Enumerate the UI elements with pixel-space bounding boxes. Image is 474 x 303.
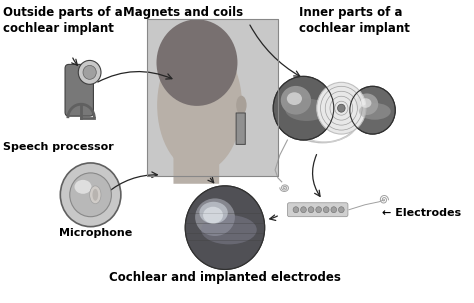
Text: Microphone: Microphone <box>59 228 133 238</box>
Circle shape <box>78 60 101 84</box>
Ellipse shape <box>195 198 235 236</box>
Circle shape <box>273 76 334 140</box>
Text: Magnets and coils: Magnets and coils <box>123 6 243 19</box>
Ellipse shape <box>157 38 242 172</box>
Ellipse shape <box>200 202 228 224</box>
FancyBboxPatch shape <box>173 129 219 184</box>
FancyBboxPatch shape <box>147 18 278 176</box>
Ellipse shape <box>285 99 328 121</box>
Ellipse shape <box>281 86 311 115</box>
Circle shape <box>338 207 344 213</box>
FancyBboxPatch shape <box>287 203 348 217</box>
Circle shape <box>337 104 345 112</box>
Circle shape <box>350 86 395 134</box>
Text: ← Electrodes: ← Electrodes <box>382 208 461 218</box>
FancyBboxPatch shape <box>236 113 246 145</box>
Ellipse shape <box>360 98 372 108</box>
Circle shape <box>70 173 111 217</box>
Ellipse shape <box>201 215 257 245</box>
Ellipse shape <box>92 189 98 201</box>
Circle shape <box>323 207 329 213</box>
Ellipse shape <box>356 93 378 115</box>
Ellipse shape <box>236 96 246 115</box>
Ellipse shape <box>359 103 391 120</box>
Ellipse shape <box>287 92 302 105</box>
Circle shape <box>308 207 314 213</box>
Text: Outside parts of a
cochlear implant: Outside parts of a cochlear implant <box>2 6 122 35</box>
Ellipse shape <box>203 207 223 224</box>
Circle shape <box>293 207 299 213</box>
Circle shape <box>317 82 366 134</box>
Circle shape <box>331 207 337 213</box>
Circle shape <box>83 65 96 79</box>
Circle shape <box>316 207 321 213</box>
Ellipse shape <box>90 186 101 204</box>
Circle shape <box>301 207 306 213</box>
Text: Inner parts of a
cochlear implant: Inner parts of a cochlear implant <box>299 6 410 35</box>
FancyBboxPatch shape <box>65 65 93 116</box>
Text: Speech processor: Speech processor <box>2 142 113 152</box>
Circle shape <box>60 163 121 227</box>
Ellipse shape <box>156 19 237 106</box>
Text: Cochlear and implanted electrodes: Cochlear and implanted electrodes <box>109 271 341 285</box>
Circle shape <box>185 186 264 269</box>
Ellipse shape <box>74 180 91 194</box>
